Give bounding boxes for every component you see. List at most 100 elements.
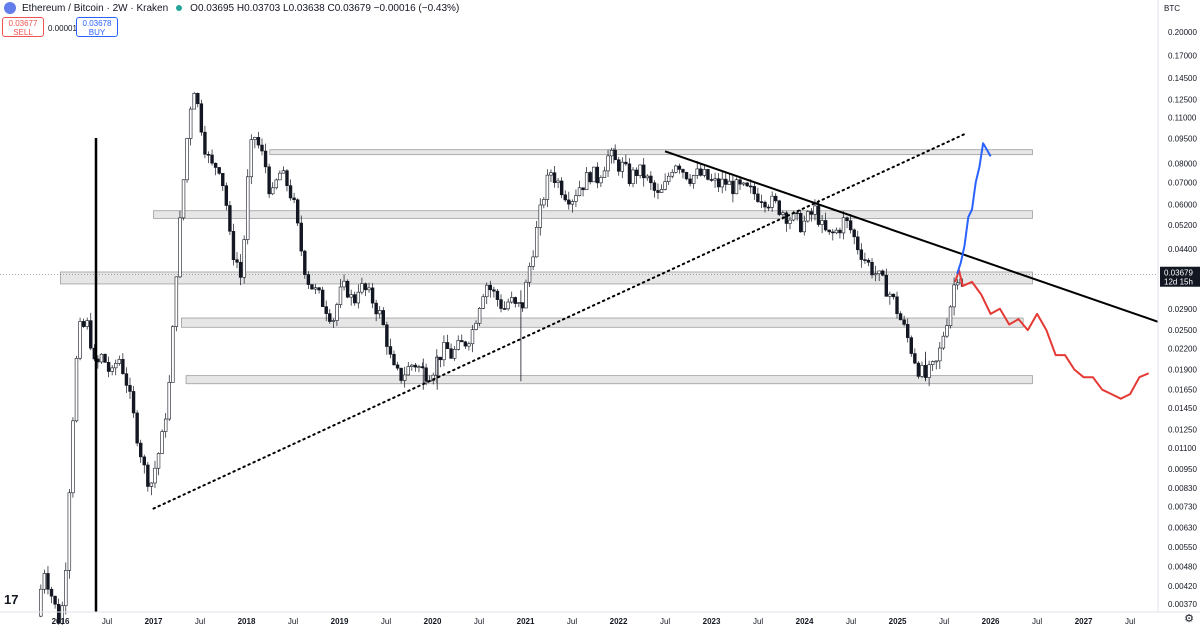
candle-body-51 xyxy=(221,173,225,187)
candle-body-123 xyxy=(477,307,482,324)
candle-body-193 xyxy=(727,180,732,185)
candle-body-35 xyxy=(163,418,168,432)
candle-body-131 xyxy=(506,301,510,310)
candle-body-139 xyxy=(534,227,539,258)
candle-body-171 xyxy=(649,175,653,184)
candle-body-4 xyxy=(53,595,57,605)
candle-body-203 xyxy=(763,201,767,208)
last-price-box xyxy=(1160,266,1200,287)
candle-body-205 xyxy=(770,195,774,208)
candle-body-208 xyxy=(781,212,785,215)
candle-body-122 xyxy=(474,322,478,330)
candle-body-130 xyxy=(502,308,507,310)
candle-body-180 xyxy=(681,169,685,173)
candle-body-185 xyxy=(699,168,703,176)
candle-body-182 xyxy=(688,178,692,184)
candle-body-191 xyxy=(720,178,724,188)
candle-body-154 xyxy=(588,172,592,183)
candle-body-207 xyxy=(777,200,781,215)
candle-body-190 xyxy=(716,178,721,188)
candle-body-43 xyxy=(192,93,196,110)
price-axis[interactable]: 0.20000 0.17000 0.14500 0.12500 0.11000 0.095… xyxy=(1168,28,1197,609)
candle-body-104 xyxy=(410,364,414,367)
symbol-title[interactable]: Ethereum / Bitcoin · 2W · Kraken xyxy=(22,2,169,14)
candle-body-89 xyxy=(356,291,361,304)
ohlc-values: O0.03695 H0.03703 L0.03638 C0.03679 −0.0… xyxy=(190,2,460,14)
candle-body-181 xyxy=(684,172,689,180)
buy-button[interactable]: 0.03678 BUY xyxy=(76,17,118,37)
candle-body-220 xyxy=(823,220,828,231)
candle-body-8 xyxy=(67,492,72,571)
time-axis[interactable]: 2016 Jul 2017 Jul 2018 Jul 2019 Jul 2020 Jul 2021 J… xyxy=(52,617,1136,626)
x-tick-label-8: 2020 xyxy=(424,617,442,626)
candle-body-116 xyxy=(452,348,457,359)
candle-body-210 xyxy=(788,219,792,224)
candle-body-12 xyxy=(81,321,86,327)
x-tick-label-19: Jul xyxy=(939,617,949,626)
y-tick-label-24: 0.00550 xyxy=(1168,543,1197,552)
candle-body-124 xyxy=(481,296,485,309)
zone-3 xyxy=(181,317,1024,328)
candle-body-149 xyxy=(570,201,575,205)
candle-body-83 xyxy=(335,304,339,321)
candle-body-57 xyxy=(242,239,246,278)
candle-body-183 xyxy=(691,175,696,184)
candle-body-224 xyxy=(838,229,842,234)
candle-body-138 xyxy=(531,256,535,267)
buy-label: BUY xyxy=(88,28,106,37)
last-price-value: 0.03679 xyxy=(1164,269,1193,278)
candle-body-76 xyxy=(310,284,314,290)
candle-body-145 xyxy=(556,180,560,183)
candle-body-232 xyxy=(866,259,871,263)
candle-body-91 xyxy=(363,283,368,291)
candle-body-23 xyxy=(121,359,125,374)
candle-body-28 xyxy=(139,442,143,458)
settings-gear-icon[interactable]: ⚙ xyxy=(1184,613,1194,625)
candle-body-202 xyxy=(759,201,764,203)
candle-body-77 xyxy=(313,287,318,290)
candle-body-50 xyxy=(217,167,221,174)
spread-value: 0.00001 xyxy=(48,24,77,33)
candle-body-188 xyxy=(709,179,714,181)
candle-body-135 xyxy=(520,302,525,309)
candle-body-204 xyxy=(766,206,771,209)
candle-body-125 xyxy=(485,284,489,298)
candle-body-0 xyxy=(39,588,43,617)
x-tick-label-21: Jul xyxy=(1032,617,1042,626)
candle-body-165 xyxy=(627,163,632,184)
sell-button[interactable]: 0.03677 SELL xyxy=(2,17,44,37)
candle-body-99 xyxy=(392,353,396,366)
candle-body-86 xyxy=(345,280,350,298)
candle-body-147 xyxy=(563,194,567,201)
candle-body-256 xyxy=(952,284,956,308)
candle-body-242 xyxy=(902,319,906,325)
candle-body-108 xyxy=(424,367,428,382)
candle-body-167 xyxy=(634,169,639,176)
candle-body-114 xyxy=(445,342,450,350)
candle-body-227 xyxy=(848,220,853,231)
candle-body-197 xyxy=(741,182,746,185)
candle-body-160 xyxy=(609,149,614,157)
candle-body-146 xyxy=(559,180,564,196)
x-tick-label-9: Jul xyxy=(474,617,484,626)
candle-body-62 xyxy=(260,144,264,152)
y-tick-label-2: 0.17000 xyxy=(1168,51,1197,60)
y-tick-label-16: 0.01650 xyxy=(1168,386,1197,395)
candle-body-54 xyxy=(231,231,236,260)
candle-body-26 xyxy=(131,391,136,414)
x-tick-label-14: 2023 xyxy=(703,617,721,626)
tradingview-logo-icon[interactable]: 17 xyxy=(4,592,19,607)
y-tick-label-13: 0.02500 xyxy=(1168,326,1197,335)
candle-body-98 xyxy=(388,346,393,355)
candles-layer xyxy=(39,91,963,625)
y-tick-label-4: 0.12500 xyxy=(1168,95,1197,104)
candle-body-230 xyxy=(859,249,864,260)
candle-body-234 xyxy=(873,273,878,276)
candle-body-11 xyxy=(78,321,82,359)
candle-body-64 xyxy=(267,166,271,195)
ethereum-logo-icon xyxy=(4,2,16,14)
candle-body-87 xyxy=(349,294,353,298)
symbol-header: Ethereum / Bitcoin · 2W · Kraken O0.0369… xyxy=(0,0,459,16)
